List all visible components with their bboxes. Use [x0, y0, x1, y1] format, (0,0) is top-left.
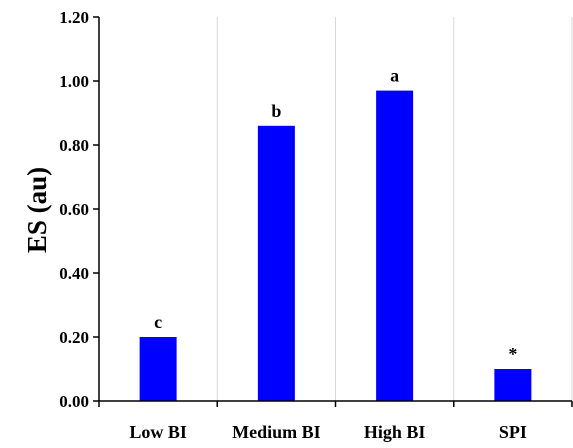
bar [494, 369, 531, 401]
y-tick-label: 1.20 [59, 8, 89, 27]
y-tick-label: 0.20 [59, 328, 89, 347]
bar-label: b [271, 101, 281, 121]
bar-label: * [508, 344, 517, 364]
bar [140, 337, 177, 401]
bar [376, 91, 413, 401]
bar [258, 126, 295, 401]
y-tick-label: 0.40 [59, 264, 89, 283]
y-axis-title: ES (au) [22, 167, 52, 253]
bar-label: c [154, 312, 162, 332]
y-tick-label: 0.00 [59, 392, 89, 411]
y-tick-label: 1.00 [59, 72, 89, 91]
x-tick-label: High BI [364, 422, 426, 442]
y-tick-label: 0.60 [59, 200, 89, 219]
x-tick-label: SPI [499, 422, 527, 442]
x-tick-label: Low BI [129, 422, 187, 442]
x-tick-label: Medium BI [232, 422, 321, 442]
y-tick-label: 0.80 [59, 136, 89, 155]
bar-label: a [390, 66, 399, 86]
